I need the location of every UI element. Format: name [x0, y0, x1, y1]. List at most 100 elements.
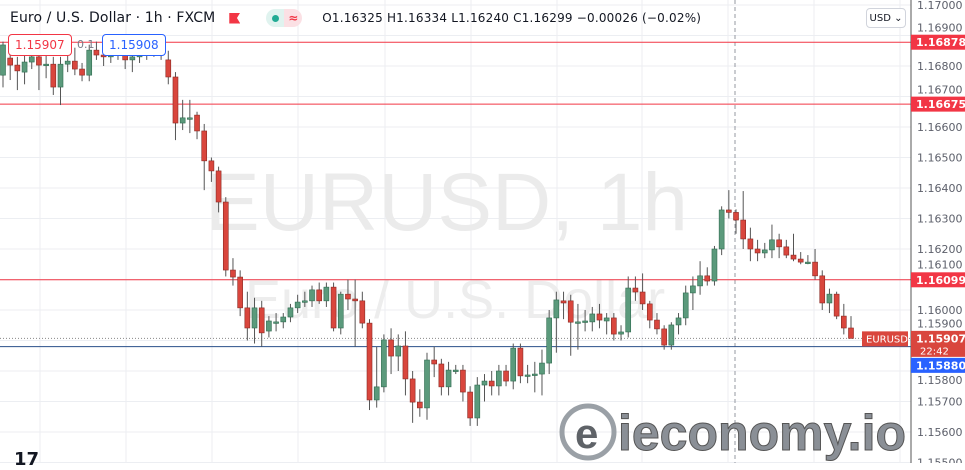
candle: [388, 328, 394, 375]
candle: [431, 346, 437, 378]
candle-body: [790, 254, 797, 260]
candle-body: [266, 320, 272, 332]
candle: [754, 239, 761, 262]
dot-icon: [266, 9, 285, 27]
candle-body: [28, 56, 35, 63]
candle-body: [208, 160, 215, 172]
candle: [841, 303, 847, 335]
candle-body: [510, 347, 517, 382]
candle: [244, 291, 251, 341]
price-tick-label: 1.15500: [917, 457, 963, 464]
watermark-symbol: EURUSD, 1h: [205, 157, 688, 248]
candle: [316, 282, 323, 304]
candle: [352, 279, 358, 347]
candle-body: [179, 117, 186, 124]
symbol-title[interactable]: Euro / U.S. Dollar · 1h · FXCM: [10, 10, 216, 26]
candle: [309, 285, 315, 307]
price-tick-label: 1.15900: [917, 318, 963, 331]
candle: [395, 334, 402, 371]
ieconomy-logo: e ieconomy.io: [559, 403, 907, 462]
candle: [280, 313, 287, 329]
candle-body: [503, 370, 509, 382]
candle-body: [567, 300, 574, 323]
candle-body: [488, 380, 495, 387]
candle-body: [718, 209, 725, 250]
price-axis[interactable]: 1.17000 1.16900 1.16800 1.16700 1.16600 1.165…: [917, 0, 963, 463]
level-price-badge: [911, 96, 965, 112]
candle: [366, 319, 373, 411]
buy-button[interactable]: 1.15908: [102, 34, 166, 56]
candle: [646, 300, 653, 329]
price-tick-label: 1.15800: [917, 374, 963, 387]
candle: [21, 53, 28, 85]
sell-button[interactable]: 1.15907: [8, 34, 72, 56]
price-tick-label: 1.16700: [917, 84, 963, 97]
candle: [258, 300, 265, 347]
candle-body: [36, 56, 42, 66]
candle-body: [366, 322, 373, 401]
candle-body: [769, 239, 775, 251]
candle-body: [215, 170, 222, 203]
candle-body: [754, 248, 761, 254]
candle: [531, 361, 538, 393]
candle: [517, 343, 524, 384]
candle-body: [395, 345, 402, 357]
candle: [409, 371, 416, 423]
candle: [165, 50, 172, 85]
candle-body: [64, 60, 71, 65]
currency-selector[interactable]: USD ⌄: [866, 8, 906, 28]
candle-body: [661, 328, 667, 346]
candle: [373, 346, 380, 408]
candle: [654, 313, 660, 335]
candle: [14, 56, 21, 91]
candle: [330, 282, 337, 332]
candle: [230, 258, 236, 286]
flag-icon[interactable]: [229, 12, 241, 24]
level-price-badge-label: 1.16099: [916, 274, 965, 287]
candle-body: [517, 347, 524, 377]
candle: [452, 364, 459, 375]
candle-body: [546, 317, 552, 364]
candle: [79, 62, 85, 82]
candle: [474, 377, 481, 426]
candle-body: [460, 369, 466, 393]
candle-body: [654, 319, 660, 330]
candle-body: [582, 320, 588, 323]
candle: [222, 197, 229, 277]
candle-body: [539, 362, 545, 375]
price-tick-label: 1.15700: [917, 396, 963, 409]
spread-value: 0.1: [77, 38, 95, 51]
candle: [93, 41, 100, 60]
price-tick-label: 1.16400: [917, 182, 963, 195]
price-tick-label: 1.16200: [917, 243, 963, 256]
candle: [668, 322, 675, 350]
candle-body: [72, 60, 78, 70]
candle: [524, 364, 531, 384]
candle-body: [57, 63, 64, 88]
candle: [345, 279, 351, 310]
price-tick-label: 1.16100: [917, 259, 963, 272]
candle: [546, 310, 552, 375]
candle: [761, 242, 768, 259]
candle-body: [611, 317, 617, 335]
last-price-badge: [911, 330, 965, 357]
candle: [632, 276, 639, 301]
candle-body: [603, 317, 610, 322]
level-price-badge-label: 1.16878: [916, 36, 965, 49]
candle-body: [826, 293, 833, 304]
candle: [86, 44, 93, 82]
candle-body: [682, 292, 689, 319]
candle-body: [316, 289, 323, 302]
candles: [0, 35, 854, 426]
candle-body: [819, 275, 826, 304]
candle: [826, 288, 833, 314]
bid-price-badge: [911, 357, 965, 373]
candle: [496, 364, 502, 396]
candle: [776, 233, 782, 259]
candle-body: [438, 363, 445, 388]
candle-body: [761, 249, 768, 254]
indicator-status[interactable]: ≈: [266, 9, 303, 27]
candle-body: [287, 307, 294, 318]
candle-body: [7, 57, 13, 66]
